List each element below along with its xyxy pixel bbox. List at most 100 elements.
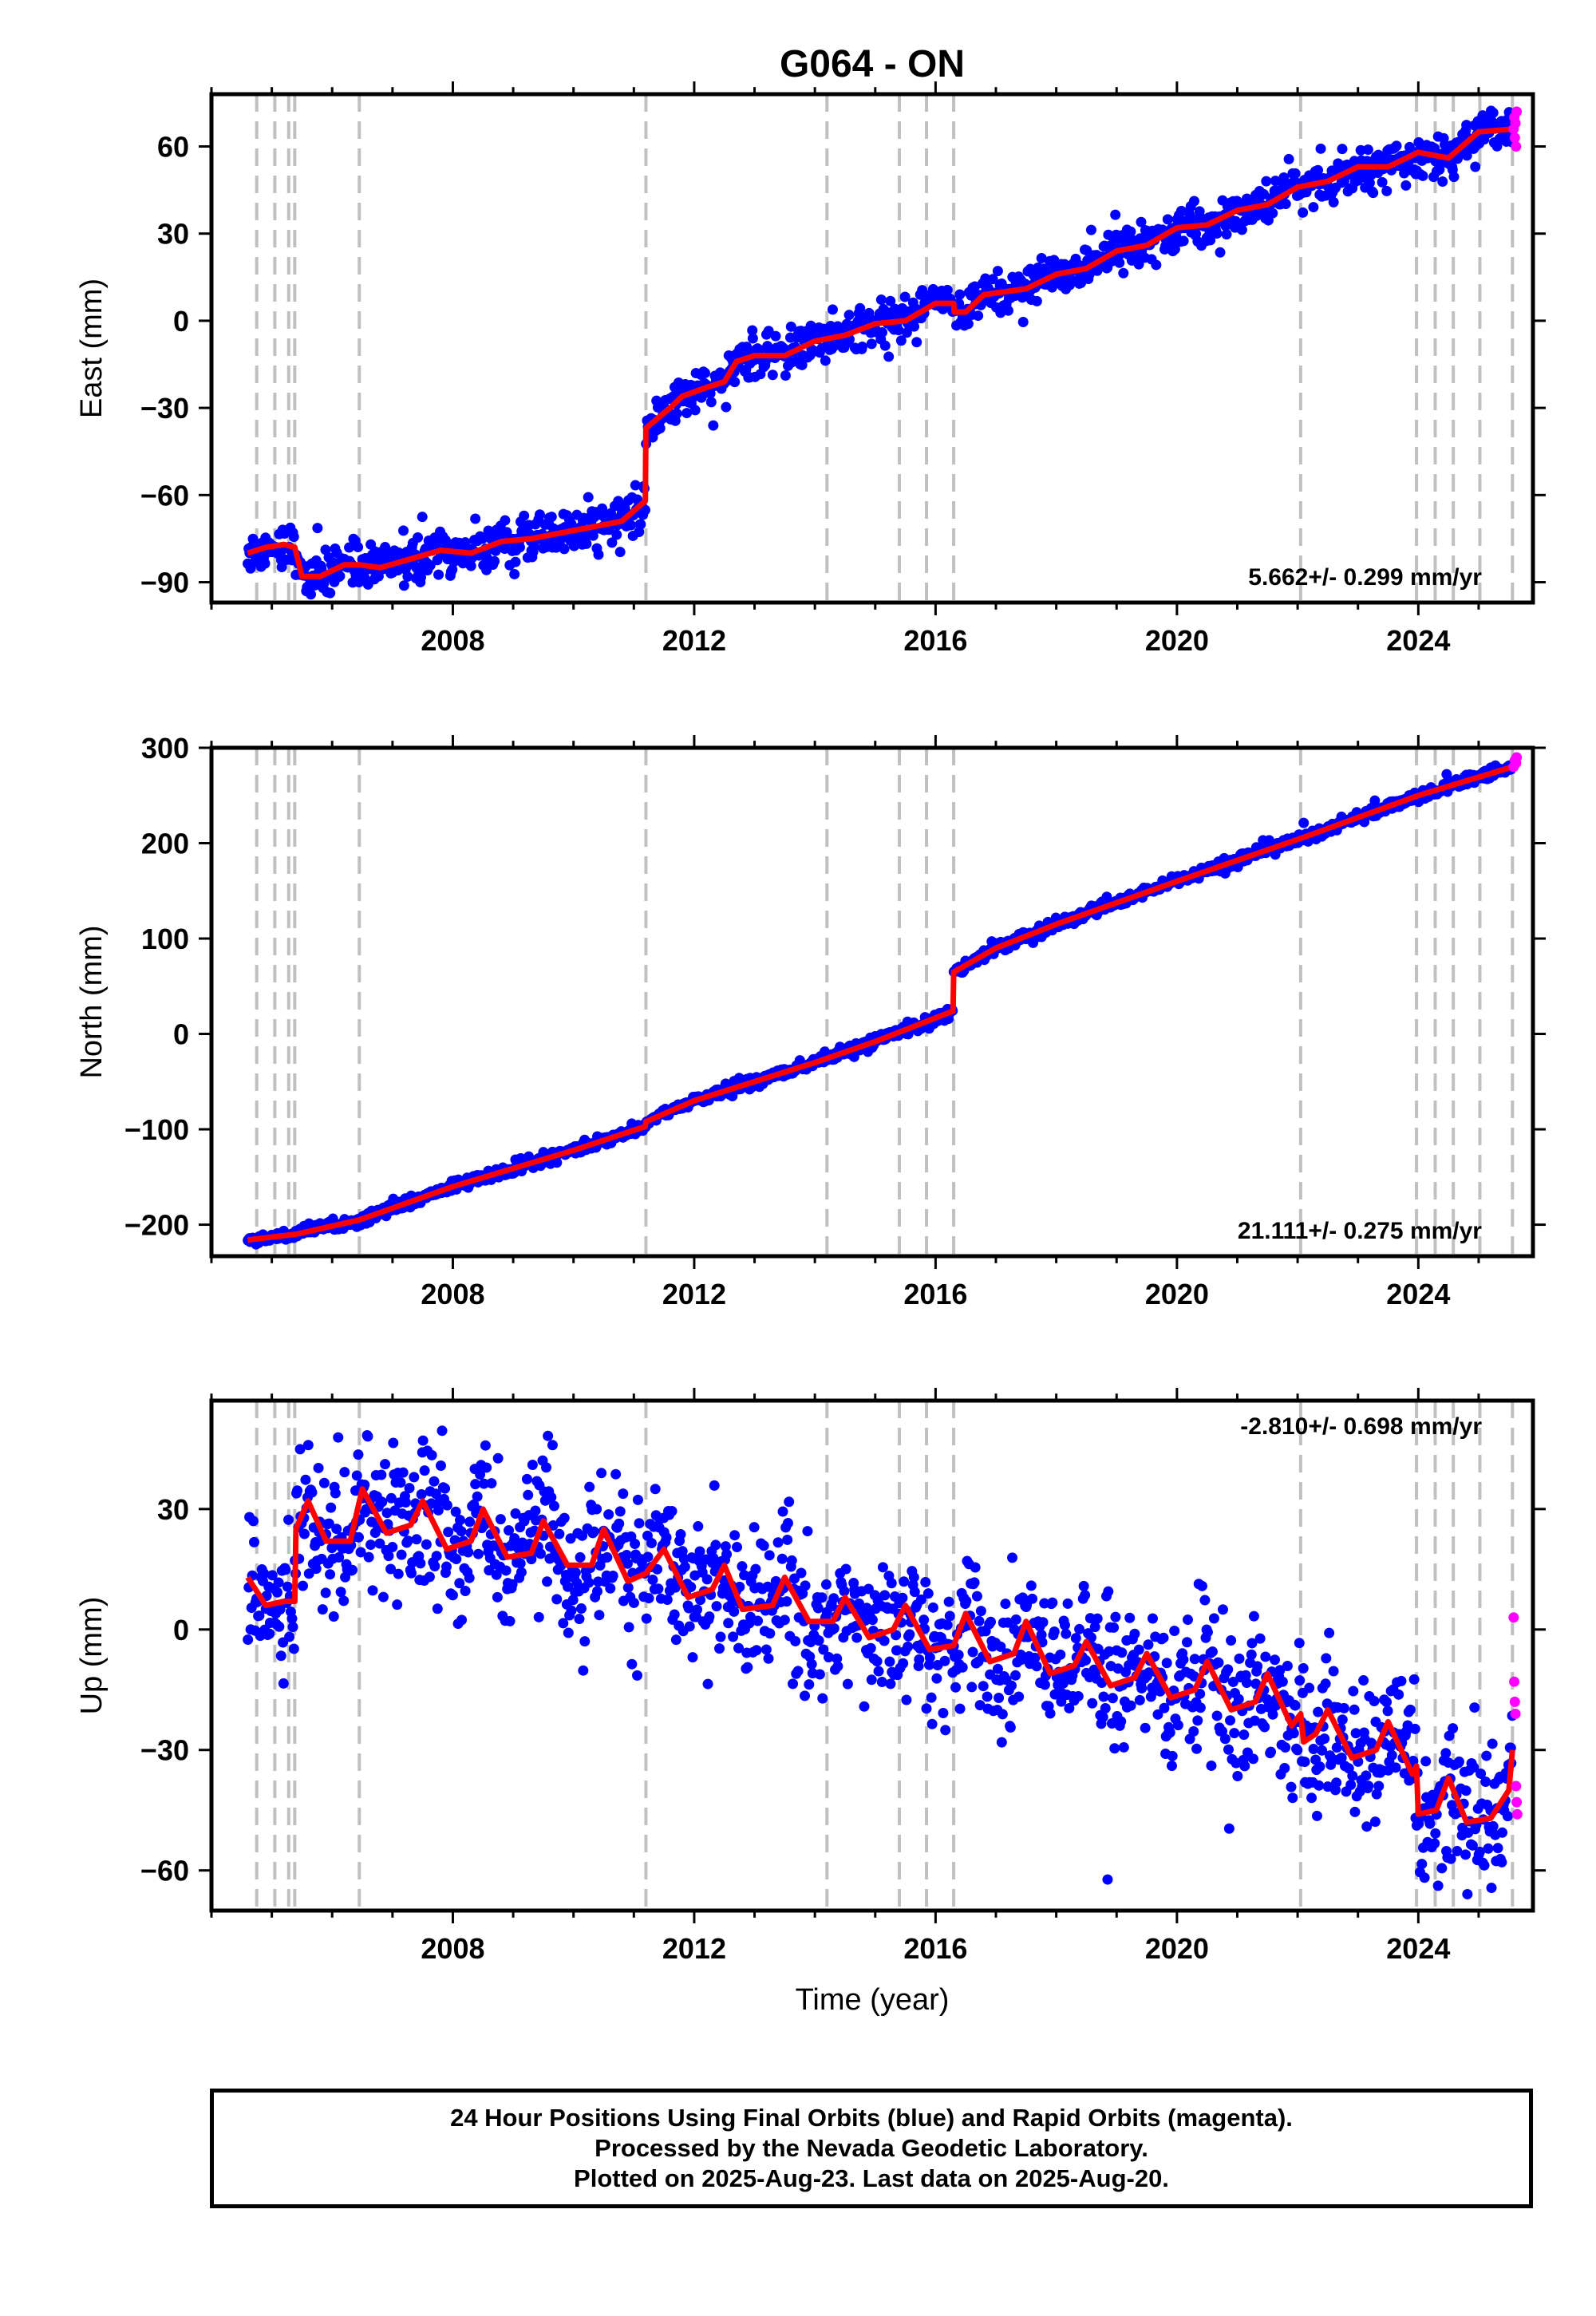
final-orbit-point <box>546 512 557 523</box>
final-orbit-point <box>247 1516 259 1527</box>
final-orbit-point <box>1241 1678 1252 1689</box>
final-orbit-point <box>583 1577 595 1588</box>
x-tick-label: 2012 <box>662 1278 726 1310</box>
final-orbit-point <box>1369 795 1381 806</box>
final-orbit-point <box>702 1678 713 1690</box>
final-orbit-point <box>1287 1792 1298 1804</box>
final-orbit-point <box>1481 1750 1492 1761</box>
final-orbit-point <box>1331 1742 1342 1753</box>
final-orbit-point <box>1114 257 1125 268</box>
final-orbit-point <box>424 1571 435 1583</box>
final-orbit-point <box>969 1577 980 1588</box>
final-orbit-point <box>1261 176 1272 187</box>
final-orbit-point <box>440 1561 452 1572</box>
final-orbit-point <box>1159 1702 1170 1713</box>
final-orbit-point <box>770 330 781 342</box>
x-tick-label: 2012 <box>662 1932 726 1965</box>
final-orbit-point <box>534 509 545 520</box>
final-orbit-point <box>1445 1853 1456 1864</box>
final-orbit-point <box>1049 1626 1060 1637</box>
final-orbit-point <box>435 1460 446 1471</box>
x-tick-label: 2008 <box>421 1278 484 1310</box>
final-orbit-point <box>843 310 855 321</box>
final-orbit-point <box>753 1615 764 1626</box>
chart-title: G064 - ON <box>780 43 965 85</box>
final-orbit-point <box>1480 1777 1491 1788</box>
final-orbit-point <box>1282 1660 1293 1671</box>
final-orbit-point <box>454 1578 465 1589</box>
y-tick-label: −60 <box>140 479 189 512</box>
final-orbit-point <box>393 1568 404 1579</box>
final-orbit-point <box>1074 1623 1085 1634</box>
final-orbit-point <box>430 1488 441 1500</box>
final-orbit-point <box>1158 1632 1169 1643</box>
final-orbit-point <box>842 1678 853 1690</box>
final-orbit-point <box>662 1594 673 1605</box>
final-orbit-point <box>909 321 920 332</box>
final-orbit-point <box>992 1663 1003 1674</box>
final-orbit-point <box>397 1467 409 1478</box>
final-orbit-point <box>1005 1722 1016 1733</box>
final-orbit-point <box>855 302 866 314</box>
final-orbit-point <box>950 1682 962 1693</box>
final-orbit-point <box>243 1634 254 1645</box>
final-orbit-point <box>405 1567 417 1579</box>
final-orbit-point <box>943 1596 954 1607</box>
final-orbit-point <box>325 1569 336 1580</box>
final-orbit-point <box>885 295 896 306</box>
final-orbit-point <box>1429 143 1440 154</box>
east-rate-label: 5.662+/- 0.299 mm/yr <box>1248 564 1482 591</box>
final-orbit-point <box>575 1603 587 1614</box>
final-orbit-point <box>733 1642 745 1654</box>
final-orbit-point <box>1390 1762 1401 1773</box>
final-orbit-point <box>1104 1646 1115 1657</box>
final-orbit-point <box>817 1693 828 1704</box>
final-orbit-point <box>914 1654 925 1665</box>
final-orbit-point <box>918 1614 930 1626</box>
final-orbit-point <box>509 568 520 579</box>
final-orbit-point <box>814 1669 825 1680</box>
final-orbit-point <box>1103 1586 1114 1597</box>
final-orbit-point <box>708 420 719 431</box>
final-orbit-point <box>996 1737 1007 1748</box>
final-orbit-point <box>1161 1658 1172 1669</box>
final-orbit-point <box>1213 1657 1224 1668</box>
final-orbit-point <box>788 1678 799 1690</box>
final-orbit-point <box>1166 1761 1177 1772</box>
final-orbit-point <box>1211 1710 1223 1721</box>
final-orbit-point <box>1420 1756 1432 1767</box>
final-orbit-point <box>566 1605 577 1616</box>
rapid-orbit-point <box>1511 141 1522 152</box>
x-tick-label: 2024 <box>1386 624 1450 657</box>
final-orbit-point <box>1404 1704 1416 1715</box>
final-orbit-point <box>455 1515 466 1526</box>
rapid-orbit-point <box>1509 1676 1520 1687</box>
final-orbit-point <box>606 537 618 548</box>
final-orbit-point <box>306 589 317 600</box>
final-orbit-point <box>292 1485 303 1496</box>
final-orbit-point <box>481 1462 492 1473</box>
final-orbit-point <box>666 1505 678 1516</box>
final-orbit-point <box>1364 177 1375 188</box>
final-orbit-point <box>1280 199 1291 210</box>
final-orbit-point <box>510 556 521 567</box>
final-orbit-point <box>288 1643 299 1654</box>
final-orbit-point <box>515 1558 526 1569</box>
final-orbit-point <box>1061 1628 1072 1639</box>
final-orbit-point <box>385 1563 397 1575</box>
final-orbit-point <box>954 1703 966 1714</box>
final-orbit-point <box>318 1477 330 1488</box>
final-orbit-point <box>1434 164 1445 176</box>
final-orbit-point <box>547 1440 558 1451</box>
final-orbit-point <box>661 1531 672 1543</box>
final-orbit-point <box>1254 1633 1266 1644</box>
final-orbit-point <box>790 1635 801 1646</box>
final-orbit-point <box>824 1651 835 1662</box>
final-orbit-point <box>861 1603 872 1614</box>
final-orbit-point <box>1087 1697 1098 1709</box>
final-orbit-point <box>1432 1880 1444 1891</box>
final-orbit-point <box>720 1541 731 1552</box>
final-orbit-point <box>565 1533 576 1544</box>
final-orbit-point <box>1025 1580 1037 1591</box>
final-orbit-point <box>1437 176 1448 188</box>
